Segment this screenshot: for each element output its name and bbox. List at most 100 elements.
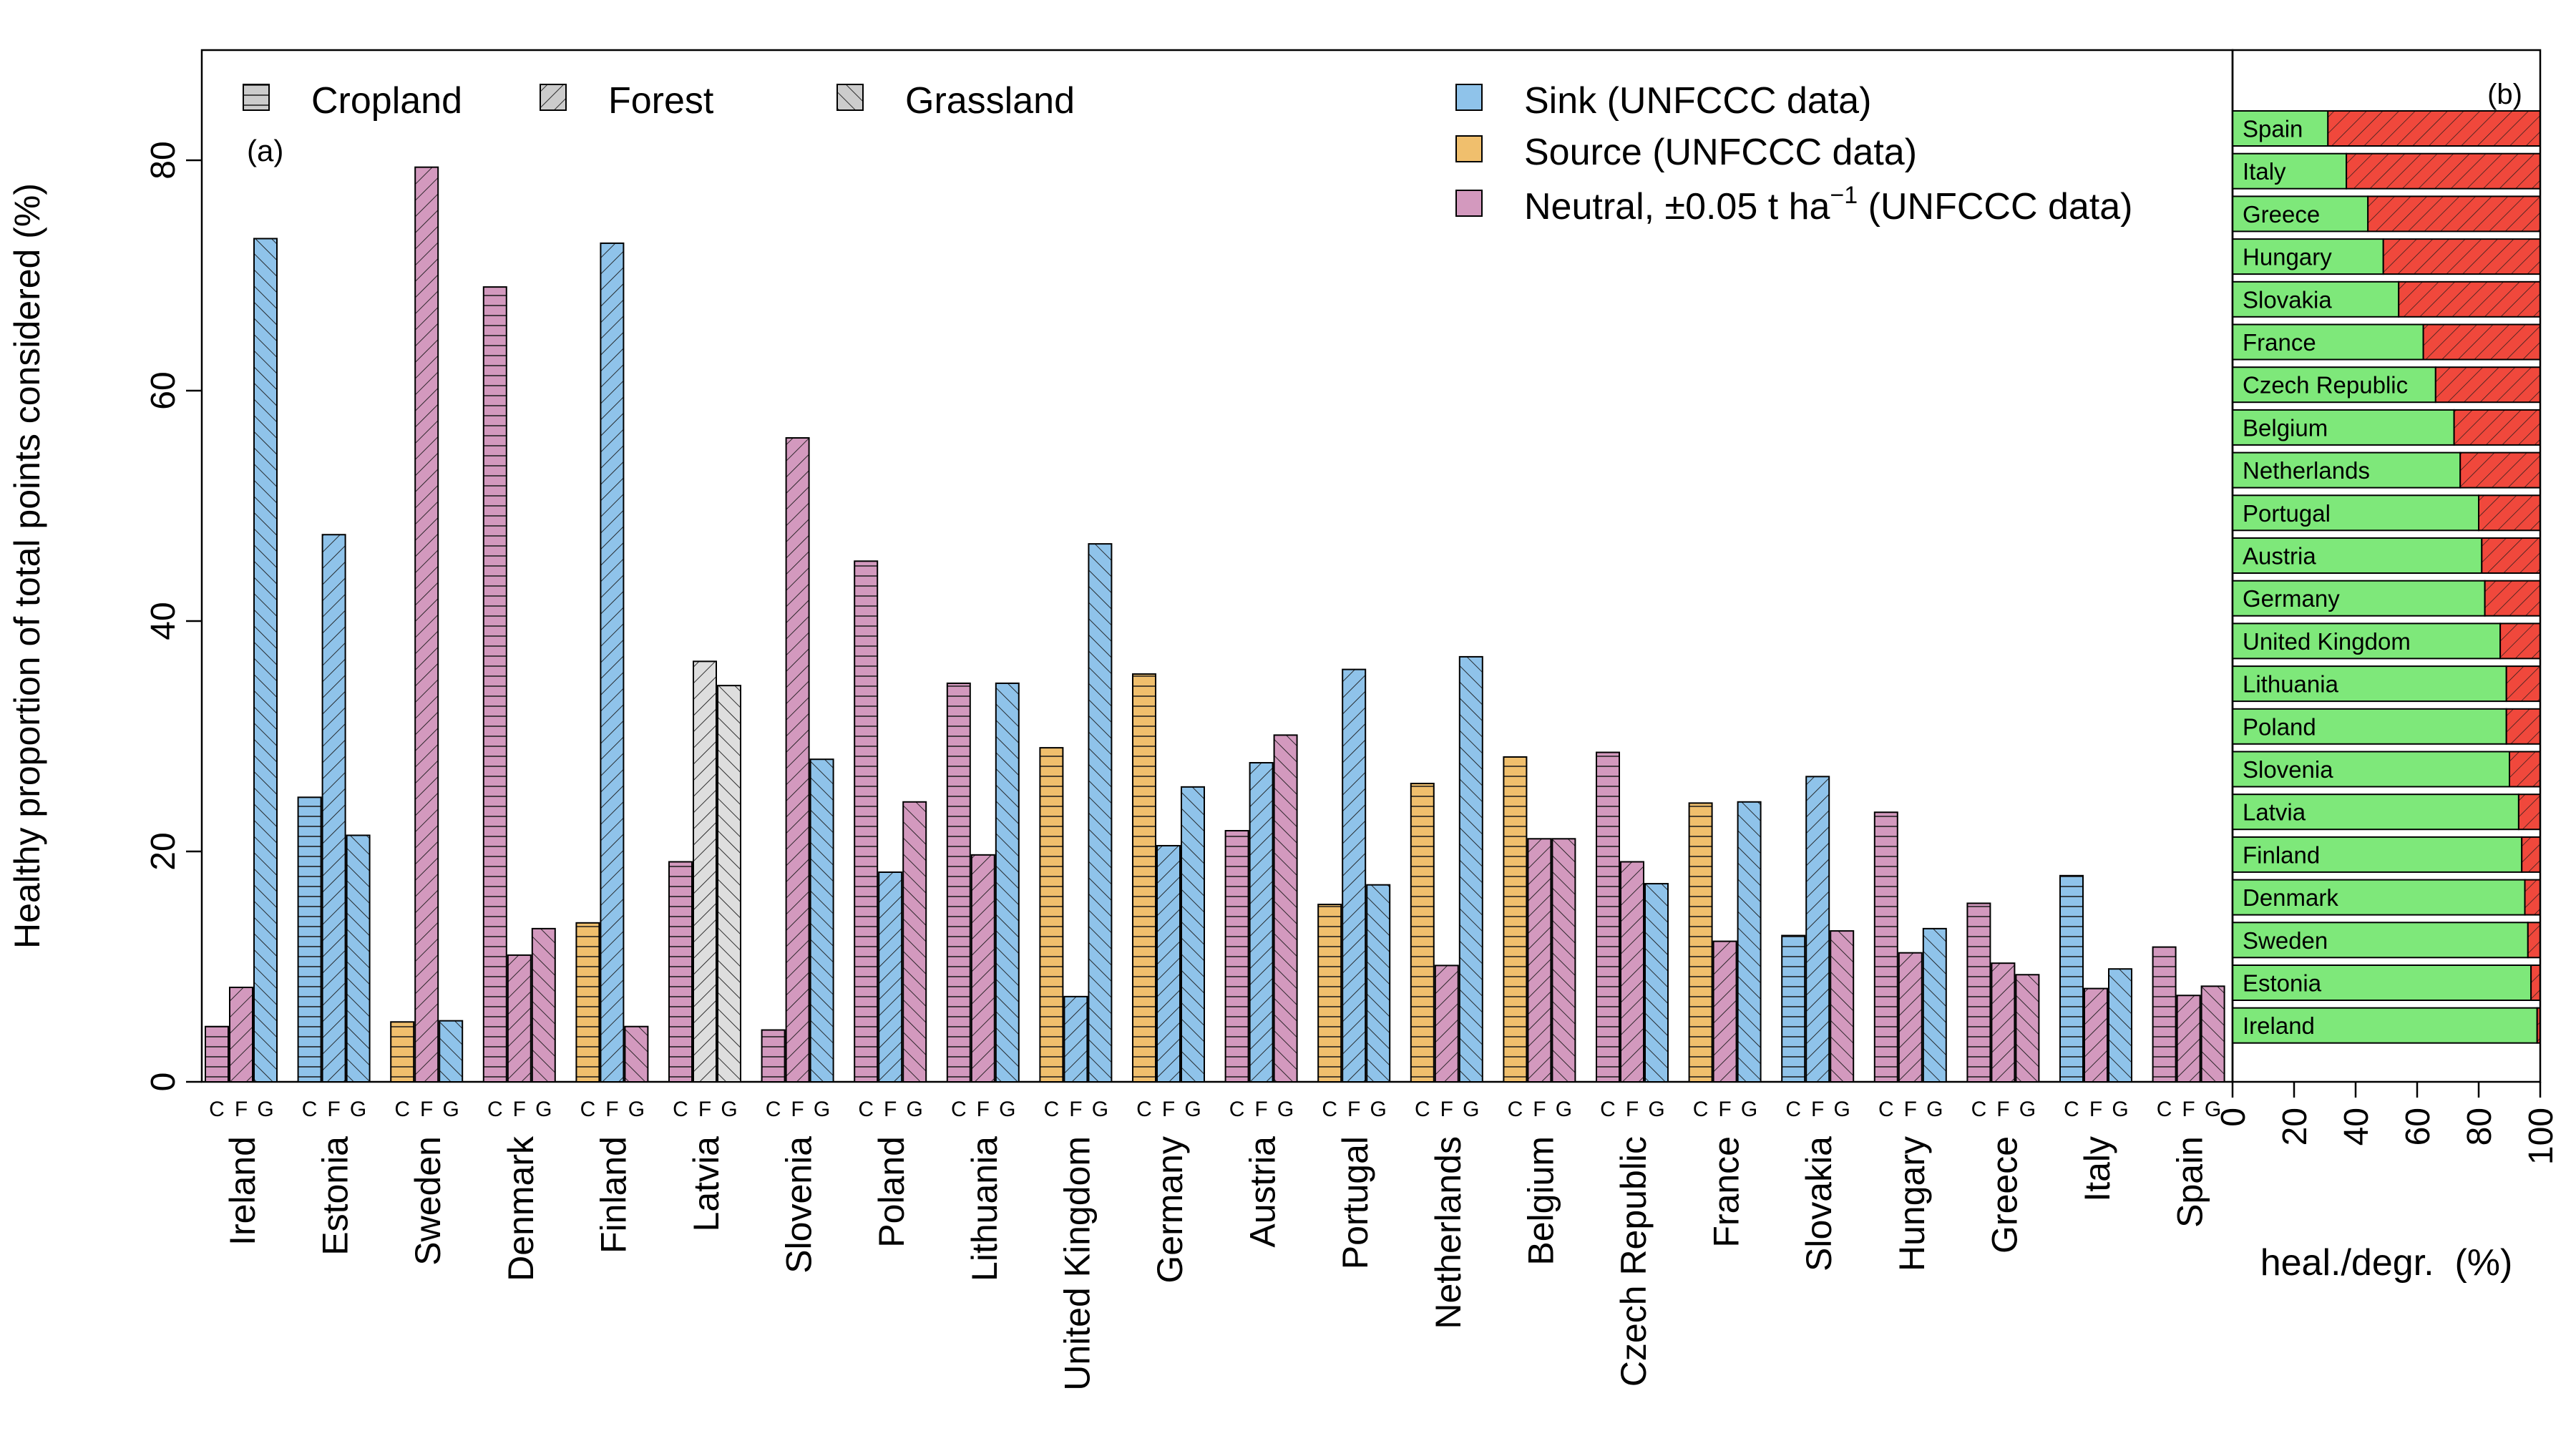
x-tick-label-lithuania: Lithuania: [965, 1136, 1005, 1281]
bar-group-poland: [854, 560, 927, 1083]
group-letter: F: [2182, 1098, 2195, 1121]
bar-group-greece: [1966, 902, 2040, 1083]
bar-hatch-spain-grassland: [2200, 985, 2225, 1083]
hbar-austria: Austria: [2232, 537, 2542, 574]
hbar-label-belgium: Belgium: [2243, 414, 2328, 441]
group-letter: G: [721, 1098, 737, 1121]
group-letter: C: [2064, 1098, 2079, 1121]
x-tick-label-czech-republic: Czech Republic: [1614, 1136, 1654, 1387]
hbar-degraded-hatch-poland: [2505, 708, 2541, 745]
x-tick-label-poland: Poland: [872, 1136, 912, 1248]
hbar-label-netherlands: Netherlands: [2243, 457, 2370, 484]
group-letter: G: [2205, 1098, 2221, 1121]
group-letter: G: [1834, 1098, 1850, 1121]
group-letter: G: [1741, 1098, 1757, 1121]
bar-group-spain: [2152, 946, 2225, 1083]
bar-group-austria: [1224, 734, 1298, 1083]
group-letter: F: [977, 1098, 990, 1121]
bar-hatch-germany-cropland: [1132, 673, 1156, 1083]
hbar-healthy-slovakia: [2232, 280, 2400, 318]
hbar-label-ireland: Ireland: [2243, 1012, 2315, 1039]
group-letter: C: [951, 1098, 967, 1121]
bar-group-portugal: [1317, 668, 1391, 1083]
group-letter: C: [1044, 1098, 1060, 1121]
hbar-degraded-hatch-finland: [2521, 836, 2541, 873]
bar-hatch-poland-grassland: [902, 801, 927, 1083]
hbar-healthy-sweden: [2232, 922, 2529, 959]
x-tick-label-united-kingdom: United Kingdom: [1057, 1136, 1097, 1391]
hbar-label-greece: Greece: [2243, 201, 2320, 228]
hbar-degraded-hatch-slovakia: [2398, 280, 2541, 318]
hbar-degraded-hatch-portugal: [2478, 494, 2541, 532]
bar-group-finland: [575, 242, 649, 1083]
group-letter: F: [1440, 1098, 1453, 1121]
bar-hatch-sweden-cropland: [390, 1021, 415, 1083]
bar-hatch-austria-grassland: [1273, 734, 1298, 1083]
group-letter: C: [487, 1098, 503, 1121]
bar-hatch-poland-cropland: [854, 560, 879, 1083]
legend-swatch-neutral: [1455, 190, 1483, 217]
legend-label-neutral-sup: −1: [1830, 182, 1858, 209]
bar-hatch-slovakia-grassland: [1830, 930, 1855, 1083]
bar-hatch-latvia-forest: [693, 660, 717, 1083]
hbar-healthy-france: [2232, 323, 2424, 361]
group-letter: C: [673, 1098, 688, 1121]
bar-hatch-lithuania-forest: [970, 854, 995, 1083]
bar-hatch-sweden-forest: [414, 166, 439, 1083]
bar-group-united-kingdom: [1039, 543, 1113, 1083]
x-tick-label-greece: Greece: [1984, 1136, 2024, 1254]
bar-hatch-united-kingdom-cropland: [1039, 747, 1064, 1083]
hbar-label-united-kingdom: United Kingdom: [2243, 628, 2411, 655]
bar-hatch-spain-cropland: [2152, 946, 2177, 1083]
legend-status: Sink (UNFCCC data) Source (UNFCCC data) …: [1455, 80, 2132, 228]
bar-hatch-germany-grassland: [1181, 786, 1205, 1083]
bar-hatch-czech-republic-cropland: [1596, 751, 1620, 1083]
group-letter: G: [257, 1098, 273, 1121]
bar-hatch-france-forest: [1712, 940, 1737, 1083]
legend-label-neutral-main: Neutral, ±0.05 t ha: [1524, 186, 1830, 228]
legend-label-neutral-tail: (UNFCCC data): [1858, 186, 2132, 228]
bar-group-belgium: [1503, 756, 1576, 1083]
x-tick-label-denmark: Denmark: [501, 1135, 541, 1281]
x-tick-label-netherlands: Netherlands: [1428, 1136, 1468, 1329]
legend-item-neutral: Neutral, ±0.05 t ha−1 (UNFCCC data): [1455, 182, 2132, 228]
bar-hatch-spain-forest: [2176, 995, 2201, 1083]
group-letter: C: [1322, 1098, 1337, 1121]
group-letter: F: [1069, 1098, 1082, 1121]
bar-group-hungary: [1873, 811, 1947, 1083]
bar-group-netherlands: [1410, 655, 1483, 1083]
hbar-healthy-lithuania: [2232, 665, 2507, 703]
bar-hatch-portugal-cropland: [1317, 904, 1342, 1083]
x-tick-label-b: 0: [2215, 1108, 2253, 1127]
bar-hatch-france-cropland: [1688, 802, 1713, 1083]
group-letter: C: [2157, 1098, 2172, 1121]
hbar-denmark: Denmark: [2232, 879, 2541, 916]
hbar-degraded-hatch-czech-republic: [2434, 366, 2542, 404]
group-letter: C: [1508, 1098, 1523, 1121]
bar-hatch-germany-forest: [1156, 844, 1181, 1083]
group-letter: G: [814, 1098, 830, 1121]
x-tick-label-sweden: Sweden: [408, 1136, 448, 1266]
bar-hatch-denmark-forest: [507, 954, 532, 1083]
group-letter: C: [394, 1098, 410, 1121]
group-letter: F: [1718, 1098, 1731, 1121]
group-letter: C: [766, 1098, 781, 1121]
bar-hatch-denmark-grassland: [531, 927, 556, 1083]
x-tick-label-hungary: Hungary: [1892, 1136, 1932, 1271]
hbar-italy: Italy: [2232, 152, 2542, 190]
bar-hatch-slovakia-forest: [1805, 776, 1830, 1083]
hbar-degraded-hatch-denmark: [2524, 879, 2541, 916]
hbar-degraded-hatch-sweden: [2527, 922, 2542, 959]
bar-hatch-netherlands-grassland: [1458, 655, 1483, 1083]
hbar-label-estonia: Estonia: [2243, 970, 2322, 997]
bar-group-sweden: [390, 166, 464, 1083]
hbar-degraded-hatch-greece: [2367, 195, 2541, 233]
group-letter: F: [791, 1098, 804, 1121]
hbar-degraded-hatch-belgium: [2453, 409, 2542, 446]
legend-label-source: Source (UNFCCC data): [1524, 132, 1917, 173]
bar-hatch-slovenia-grassland: [809, 758, 834, 1083]
hbar-france: France: [2232, 323, 2542, 361]
group-letter: G: [443, 1098, 459, 1121]
